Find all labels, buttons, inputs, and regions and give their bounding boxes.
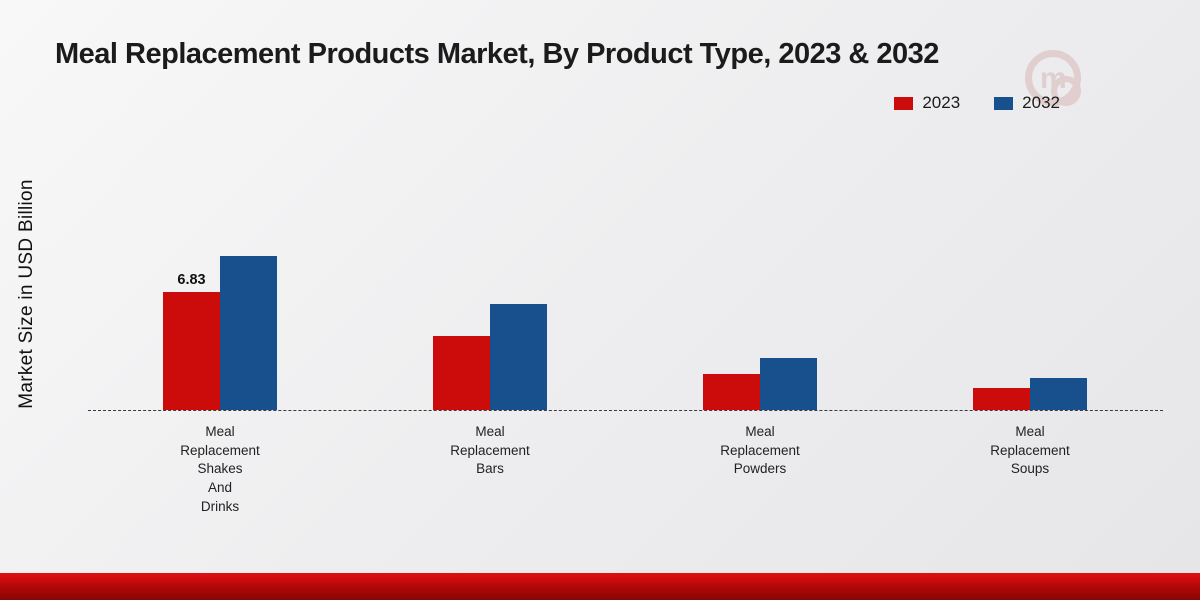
x-axis-baseline bbox=[88, 410, 1163, 411]
bottom-red-strip bbox=[0, 573, 1200, 600]
bar-2023-category-0: 6.83 bbox=[163, 272, 220, 410]
bar-2023-category-1 bbox=[433, 336, 490, 410]
bar-2032-category-2 bbox=[760, 358, 817, 410]
legend: 2023 2032 bbox=[894, 93, 1060, 113]
bars-row bbox=[703, 237, 817, 410]
legend-label: 2032 bbox=[1022, 93, 1060, 112]
legend-item-2023: 2023 bbox=[894, 93, 960, 113]
chart-title: Meal Replacement Products Market, By Pro… bbox=[55, 38, 939, 70]
bars-row bbox=[973, 237, 1087, 410]
category-label: Meal Replacement Shakes And Drinks bbox=[180, 424, 260, 514]
bar-plot: 6.83 Meal Replacement Shakes And Drinks Meal Re… bbox=[85, 237, 1165, 516]
category-group: Meal Replacement Soups bbox=[950, 237, 1110, 516]
category-label: Meal Replacement Powders bbox=[720, 424, 800, 477]
category-group: 6.83 Meal Replacement Shakes And Drinks bbox=[140, 237, 300, 516]
category-group: Meal Replacement Powders bbox=[680, 237, 840, 516]
bar-2032-category-3 bbox=[1030, 378, 1087, 410]
bar-2032-category-0 bbox=[220, 256, 277, 410]
bar-2032-category-1 bbox=[490, 304, 547, 410]
category-label: Meal Replacement Bars bbox=[450, 424, 530, 477]
brand-watermark-logo: m bbox=[1025, 50, 1089, 114]
y-axis-label: Market Size in USD Billion bbox=[16, 179, 37, 409]
bar-2023-category-2 bbox=[703, 374, 760, 410]
category-group: Meal Replacement Bars bbox=[410, 237, 570, 516]
category-label: Meal Replacement Soups bbox=[990, 424, 1070, 477]
watermark-magnifier-icon bbox=[1051, 76, 1081, 106]
bars-row bbox=[433, 237, 547, 410]
legend-swatch-icon bbox=[994, 96, 1014, 110]
legend-item-2032: 2032 bbox=[994, 93, 1060, 113]
legend-label: 2023 bbox=[922, 93, 961, 112]
legend-swatch-icon bbox=[894, 96, 914, 110]
bars-row: 6.83 bbox=[163, 237, 277, 410]
watermark-ring-icon bbox=[1025, 50, 1081, 106]
bar-value-label: 6.83 bbox=[177, 272, 206, 288]
bar-2023-category-3 bbox=[973, 388, 1030, 410]
